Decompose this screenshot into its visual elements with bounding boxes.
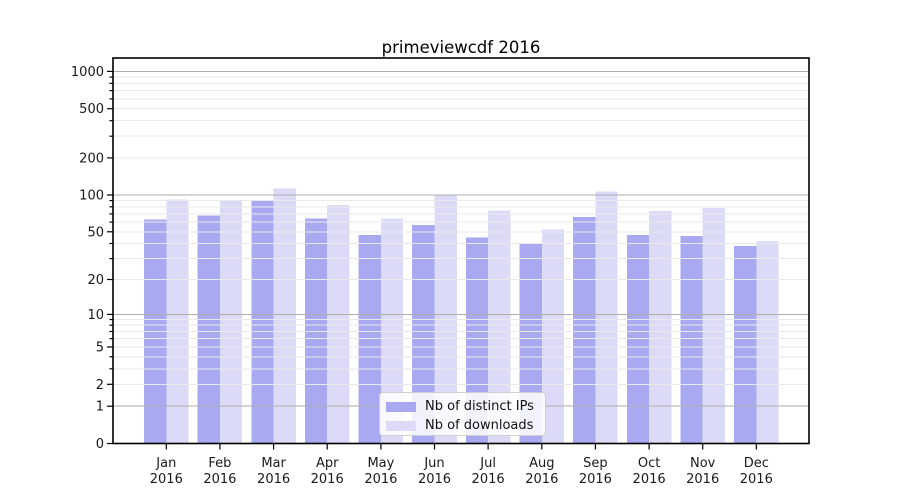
bar-downloads-mar bbox=[273, 188, 296, 444]
y-tick-label: 100 bbox=[79, 189, 104, 204]
bar-downloads-jan bbox=[166, 199, 189, 444]
legend-swatch-distinct-ips bbox=[386, 401, 416, 412]
x-tick-label: Apr 2016 bbox=[311, 456, 344, 487]
y-axis: 0 1 2 5 10 20 50 100 200 500 1000 bbox=[71, 65, 113, 452]
x-tick-label: Feb 2016 bbox=[203, 456, 236, 487]
y-tick-label: 2 bbox=[96, 378, 104, 393]
y-tick-label: 20 bbox=[87, 273, 104, 288]
bar-downloads-jun bbox=[434, 194, 457, 444]
y-tick-label: 0 bbox=[96, 437, 104, 452]
x-tick-label: Oct 2016 bbox=[633, 456, 666, 487]
legend-item-downloads: Nb of downloads bbox=[386, 416, 545, 435]
legend-label-downloads: Nb of downloads bbox=[425, 418, 534, 433]
legend-label-distinct-ips: Nb of distinct IPs bbox=[425, 399, 534, 414]
bar-downloads-feb bbox=[219, 200, 243, 444]
x-tick-label: Sep 2016 bbox=[579, 456, 612, 487]
bar-downloads-jul bbox=[488, 210, 511, 444]
bar-distinct-ips-mar bbox=[251, 200, 274, 444]
bar-distinct-ips-jul bbox=[465, 237, 489, 444]
y-tick-label: 5 bbox=[96, 341, 104, 356]
gridlines bbox=[113, 70, 809, 407]
bar-downloads-sep bbox=[595, 191, 618, 444]
x-tick-label: May 2016 bbox=[364, 456, 397, 487]
bar-downloads-aug bbox=[541, 229, 565, 444]
y-tick-label: 500 bbox=[79, 102, 104, 117]
x-tick-label: Jan 2016 bbox=[150, 456, 183, 487]
x-tick-label: Jun 2016 bbox=[418, 456, 451, 487]
legend-item-distinct-ips: Nb of distinct IPs bbox=[386, 397, 545, 416]
bar-distinct-ips-may bbox=[358, 235, 381, 444]
x-tick-label: Jul 2016 bbox=[472, 456, 505, 487]
x-axis: Jan 2016 Feb 2016 Mar 2016 Apr 2016 May 2016 Jun 20… bbox=[150, 443, 773, 487]
x-tick-label: Nov 2016 bbox=[686, 456, 719, 487]
legend: Nb of distinct IPs Nb of downloads bbox=[379, 392, 546, 436]
y-tick-label: 1 bbox=[96, 400, 104, 415]
bar-distinct-ips-oct bbox=[626, 235, 650, 444]
bar-distinct-ips-feb bbox=[197, 215, 220, 444]
x-tick-label: Dec 2016 bbox=[740, 456, 773, 487]
x-tick-label: Aug 2016 bbox=[525, 456, 558, 487]
bar-distinct-ips-nov bbox=[680, 236, 703, 444]
bar-downloads-apr bbox=[327, 204, 350, 444]
chart-title: primeviewcdf 2016 bbox=[381, 38, 541, 57]
y-tick-label: 200 bbox=[79, 151, 104, 166]
bar-distinct-ips-dec bbox=[734, 246, 757, 444]
y-tick-label: 1000 bbox=[71, 65, 104, 80]
legend-swatch-downloads bbox=[386, 420, 416, 431]
x-tick-label: Mar 2016 bbox=[257, 456, 290, 487]
y-tick-label: 10 bbox=[87, 308, 104, 323]
bar-downloads-oct bbox=[649, 211, 672, 444]
axes-spines bbox=[112, 57, 810, 445]
bar-distinct-ips-sep bbox=[573, 217, 596, 444]
y-tick-label: 50 bbox=[87, 225, 104, 240]
bar-downloads-dec bbox=[756, 240, 779, 444]
